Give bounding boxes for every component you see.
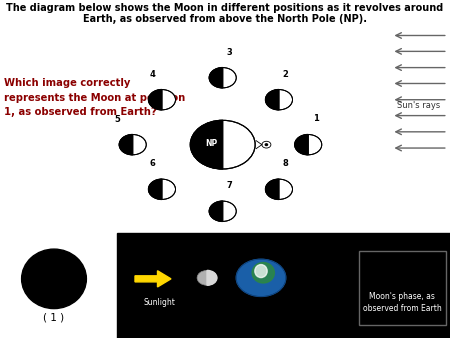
- Text: Earth, as observed from above the North Pole (NP).: Earth, as observed from above the North …: [83, 14, 367, 24]
- Text: 2: 2: [283, 70, 288, 79]
- Circle shape: [119, 135, 146, 155]
- Text: 8: 8: [283, 159, 288, 168]
- Text: Which image correctly
represents the Moon at position
1, as observed from Earth?: Which image correctly represents the Moo…: [4, 78, 186, 117]
- Ellipse shape: [252, 263, 274, 283]
- Circle shape: [209, 68, 236, 88]
- Wedge shape: [295, 135, 308, 155]
- Circle shape: [262, 141, 271, 148]
- Circle shape: [209, 201, 236, 221]
- Circle shape: [197, 270, 217, 285]
- Ellipse shape: [255, 265, 267, 277]
- Wedge shape: [148, 179, 162, 199]
- Wedge shape: [190, 120, 223, 169]
- Text: Moon's phase, as
observed from Earth: Moon's phase, as observed from Earth: [363, 292, 442, 313]
- Text: 3: 3: [226, 48, 232, 57]
- Wedge shape: [266, 179, 279, 199]
- Circle shape: [190, 120, 255, 169]
- Wedge shape: [209, 68, 223, 88]
- Ellipse shape: [22, 249, 86, 309]
- Circle shape: [265, 144, 267, 146]
- Bar: [359, 251, 446, 325]
- Wedge shape: [148, 90, 162, 110]
- Text: NP: NP: [205, 139, 217, 148]
- Text: 7: 7: [226, 181, 232, 190]
- Circle shape: [266, 90, 292, 110]
- Circle shape: [266, 179, 292, 199]
- Text: 4: 4: [149, 70, 155, 79]
- Text: ( 1 ): ( 1 ): [44, 312, 64, 322]
- Wedge shape: [207, 270, 217, 285]
- Wedge shape: [209, 201, 223, 221]
- Circle shape: [295, 135, 322, 155]
- Circle shape: [148, 90, 176, 110]
- Bar: [117, 233, 450, 338]
- Text: Sunlight: Sunlight: [144, 298, 176, 307]
- Wedge shape: [266, 90, 279, 110]
- Wedge shape: [119, 135, 133, 155]
- Text: 5: 5: [115, 115, 121, 124]
- Text: 1: 1: [313, 114, 319, 123]
- Circle shape: [148, 179, 176, 199]
- Text: The diagram below shows the Moon in different positions as it revolves around: The diagram below shows the Moon in diff…: [6, 3, 444, 14]
- Circle shape: [236, 259, 286, 296]
- Text: Sun's rays: Sun's rays: [397, 101, 440, 111]
- Text: 6: 6: [149, 159, 155, 168]
- FancyArrow shape: [135, 271, 171, 287]
